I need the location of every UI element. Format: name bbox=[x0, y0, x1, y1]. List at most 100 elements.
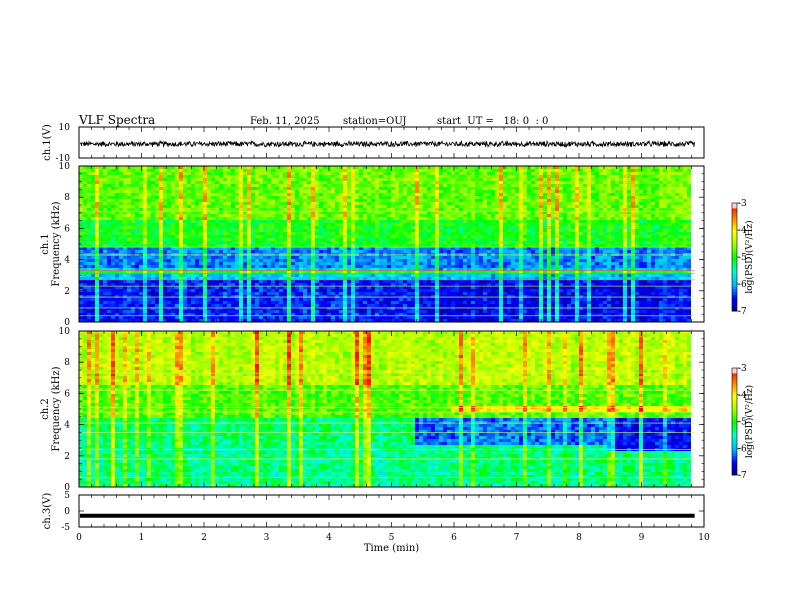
colorbar-segment bbox=[732, 259, 737, 263]
colorbar-tick-label: -4 bbox=[738, 226, 747, 236]
colorbar-segment bbox=[732, 246, 737, 250]
colorbar-segment bbox=[732, 445, 737, 449]
spectrogram-image bbox=[79, 331, 691, 487]
colorbar-segment bbox=[732, 458, 737, 463]
colorbar-segment bbox=[732, 397, 737, 401]
colorbar-segment bbox=[732, 248, 737, 253]
colorbar-segment bbox=[732, 400, 737, 404]
colorbar-segment bbox=[732, 203, 737, 207]
x-tick-label: 4 bbox=[326, 533, 332, 543]
colorbar-segment bbox=[732, 305, 737, 309]
y-axis-label: ch.1(V) bbox=[42, 124, 53, 161]
colorbar-segment bbox=[732, 384, 737, 388]
x-axis-label: Time (min) bbox=[364, 543, 419, 554]
y-tick-label: 8 bbox=[64, 358, 70, 368]
colorbar-segment bbox=[732, 227, 737, 231]
y-tick-label: 0 bbox=[64, 507, 70, 517]
y-tick-label: 10 bbox=[59, 162, 71, 172]
colorbar-segment bbox=[732, 368, 737, 372]
colorbar-segment bbox=[732, 281, 737, 285]
colorbar-segment bbox=[732, 466, 737, 471]
y-tick-label: 10 bbox=[59, 123, 71, 133]
colorbar-tick-label: -5 bbox=[738, 253, 747, 263]
colorbar-segment bbox=[732, 421, 737, 425]
colorbar-segment bbox=[732, 208, 737, 212]
colorbar-segment bbox=[732, 408, 737, 412]
y-tick-label: 10 bbox=[59, 327, 71, 337]
colorbar-segment bbox=[732, 437, 737, 441]
ch1-voltage-trace bbox=[79, 139, 695, 148]
colorbar-segment bbox=[732, 238, 737, 242]
colorbar-label: log(PSD)(V²/Hz) bbox=[744, 220, 755, 293]
colorbar-segment bbox=[732, 286, 737, 290]
y-tick-label: 0 bbox=[64, 483, 70, 493]
colorbar-segment bbox=[732, 429, 737, 433]
colorbar-tick-label: -6 bbox=[738, 444, 747, 454]
ch3-voltage-panel: 5 0 -5 ch.3(V) 0 1 2 3 4 5 6 7 8 9 10 Time (min) bbox=[42, 491, 710, 554]
colorbar-tick-label: -4 bbox=[738, 391, 747, 401]
colorbar-segment bbox=[732, 270, 737, 274]
y-tick-label: 8 bbox=[64, 193, 70, 203]
colorbar-segment bbox=[732, 418, 737, 422]
colorbar-segment bbox=[732, 297, 737, 301]
colorbar-segment bbox=[732, 440, 737, 444]
colorbar-segment bbox=[732, 219, 737, 223]
y-axis-label-channel: ch.2 bbox=[40, 398, 51, 420]
colorbar-segment bbox=[732, 230, 737, 234]
colorbar-segment bbox=[732, 432, 737, 436]
y-tick-label: -10 bbox=[56, 154, 71, 164]
colorbar-segment bbox=[732, 289, 737, 293]
x-tick-label: 8 bbox=[576, 533, 582, 543]
colorbar-segment bbox=[732, 386, 737, 390]
colorbar-segment bbox=[732, 211, 737, 215]
colorbar-label: log(PSD)(V²/Hz) bbox=[744, 385, 755, 458]
y-tick-label: 2 bbox=[64, 452, 70, 462]
colorbar-segment bbox=[732, 216, 737, 220]
colorbar-segment bbox=[732, 235, 737, 239]
colorbar-segment bbox=[732, 413, 737, 417]
y-tick-label: -5 bbox=[61, 523, 70, 533]
colorbar-segment bbox=[732, 292, 737, 296]
colorbar-segment bbox=[732, 370, 737, 374]
colorbar-segment bbox=[732, 213, 737, 217]
colorbar-segment bbox=[732, 294, 737, 298]
colorbar-segment bbox=[732, 205, 737, 209]
colorbar-segment bbox=[732, 265, 737, 269]
colorbar-segment bbox=[732, 405, 737, 409]
colorbar-segment bbox=[732, 240, 737, 244]
y-axis-label-frequency: Frequency (kHz) bbox=[51, 201, 62, 286]
x-tick-label: 9 bbox=[639, 533, 645, 543]
y-tick-label: 0 bbox=[64, 318, 70, 328]
colorbar-segment bbox=[732, 302, 737, 307]
x-tick-label: 7 bbox=[514, 533, 520, 543]
colorbar-segment bbox=[732, 464, 737, 468]
colorbar-segment bbox=[732, 402, 737, 406]
x-tick-label: 1 bbox=[139, 533, 145, 543]
colorbar-segment bbox=[732, 472, 737, 476]
y-tick-label: 2 bbox=[64, 287, 70, 297]
colorbar-segment bbox=[732, 278, 737, 282]
colorbar-tick-label: -7 bbox=[738, 471, 747, 481]
x-tick-label: 3 bbox=[264, 533, 270, 543]
y-axis-label: ch.3(V) bbox=[42, 493, 53, 530]
colorbar-segment bbox=[732, 410, 737, 414]
ch1-spectrogram-panel: 0 2 4 6 8 10 ch.1 Frequency (kHz) bbox=[40, 162, 705, 328]
start-time-label: start UT = 18: 0 : 0 bbox=[437, 116, 548, 127]
x-tick-label: 5 bbox=[389, 533, 395, 543]
colorbar-segment bbox=[732, 224, 737, 228]
colorbar-segment bbox=[732, 426, 737, 431]
x-tick-label: 10 bbox=[698, 533, 710, 543]
figure-title: VLF Spectra bbox=[78, 113, 155, 127]
colorbar-segment bbox=[732, 232, 737, 236]
colorbar-segment bbox=[732, 453, 737, 457]
colorbar-segment bbox=[732, 469, 737, 473]
colorbar-segment bbox=[732, 254, 737, 258]
x-tick-label: 0 bbox=[76, 533, 82, 543]
colorbar-tick-label: -6 bbox=[738, 280, 747, 290]
colorbar-segment bbox=[732, 221, 737, 226]
colorbar-segment bbox=[732, 251, 737, 255]
x-tick-label: 2 bbox=[201, 533, 207, 543]
colorbar-segment bbox=[732, 275, 737, 280]
colorbar-segment bbox=[732, 442, 737, 447]
